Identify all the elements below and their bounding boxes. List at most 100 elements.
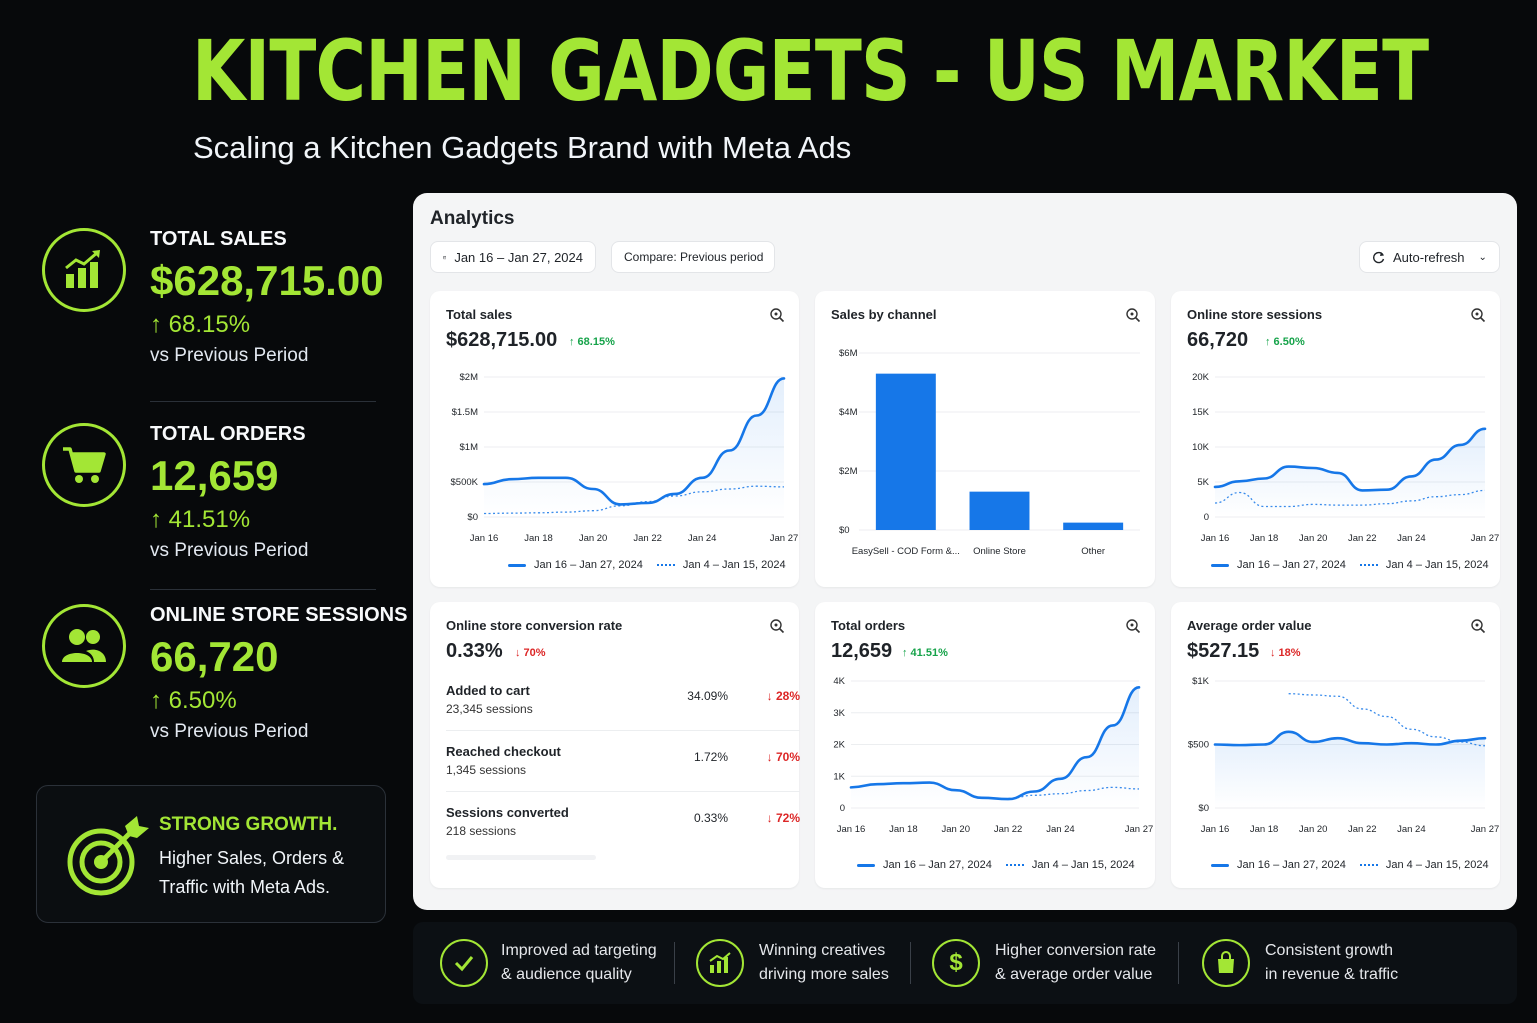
- benefit-text: Consistent growth in revenue & traffic: [1265, 939, 1398, 987]
- auto-refresh-dropdown[interactable]: Auto-refresh ⌄: [1359, 241, 1500, 273]
- zoom-icon[interactable]: [1470, 618, 1486, 634]
- x-tick-label: Jan 24: [1046, 824, 1075, 835]
- card-value: 12,659: [831, 640, 893, 662]
- benefit-creatives: Winning creatives driving more sales: [675, 922, 910, 1004]
- legend-current: Jan 16 – Jan 27, 2024: [1237, 859, 1346, 871]
- x-tick-label: Jan 18: [889, 824, 918, 835]
- benefit-line2: in revenue & traffic: [1265, 966, 1399, 983]
- y-tick-label: 4K: [833, 676, 845, 687]
- y-tick-label: $6M: [839, 348, 858, 359]
- series-area: [1215, 731, 1485, 808]
- y-tick-label: $1M: [460, 442, 479, 453]
- legend-previous: Jan 4 – Jan 15, 2024: [1385, 859, 1489, 871]
- kpi-change: ↑ 68.15%: [150, 311, 251, 338]
- funnel-label: Reached checkout: [446, 744, 561, 759]
- hero-title: KITCHEN GADGETS - US MARKET: [192, 22, 1429, 120]
- y-tick-label: 15K: [1192, 407, 1210, 418]
- compare-button[interactable]: Compare: Previous period: [611, 241, 775, 273]
- kpi-note: vs Previous Period: [150, 721, 309, 742]
- series-current-line: [849, 686, 1141, 801]
- funnel-rate: 0.33%: [693, 811, 728, 825]
- series-current-line: [1213, 730, 1487, 747]
- aov-line-chart: $0 $500 $1K Jan 16 Jan 18 Jan 20 Jan 22 Jan 24 J…: [1188, 676, 1500, 835]
- kpi-label: TOTAL SALES: [150, 228, 287, 250]
- chart-legend: Jan 16 – Jan 27, 2024 Jan 4 – Jan 15, 20…: [857, 859, 1135, 871]
- refresh-icon: [1373, 251, 1385, 263]
- card-change: ↑ 6.50%: [1265, 336, 1305, 348]
- x-tick-label: Jan 20: [579, 533, 608, 544]
- funnel-rate: 1.72%: [693, 750, 728, 764]
- x-tick-label: Jan 22: [633, 533, 662, 544]
- x-tick-label: Jan 18: [1250, 824, 1279, 835]
- x-tick-label: Online Store: [973, 546, 1026, 557]
- y-tick-label: $2M: [460, 372, 479, 383]
- chart-legend: Jan 16 – Jan 27, 2024 Jan 4 – Jan 15, 20…: [508, 559, 786, 571]
- y-tick-label: 5K: [1197, 477, 1209, 488]
- y-tick-label: $1.5M: [452, 407, 478, 418]
- bar: [969, 491, 1030, 530]
- card-online-store-sessions: Online store sessions 66,720 ↑ 6.50% 0 5K…: [1171, 291, 1500, 587]
- y-tick-label: $500: [1188, 740, 1209, 751]
- x-tick-label: Jan 27: [1471, 824, 1500, 835]
- funnel-label: Sessions converted: [446, 805, 569, 820]
- benefit-text: Higher conversion rate & average order va…: [995, 939, 1156, 987]
- funnel-change: ↓ 28%: [766, 689, 800, 703]
- x-tick-label: Jan 22: [994, 824, 1023, 835]
- date-range-picker[interactable]: Jan 16 – Jan 27, 2024: [430, 241, 596, 273]
- chevron-down-icon: ⌄: [1478, 251, 1487, 263]
- y-tick-label: 2K: [833, 740, 845, 751]
- card-title: Total orders: [831, 618, 906, 633]
- benefit-conversion: $ Higher conversion rate & average order …: [911, 922, 1178, 1004]
- y-tick-label: 0: [1204, 512, 1209, 523]
- card-average-order-value: Average order value $527.15 ↓ 18% $0 $500…: [1171, 602, 1500, 888]
- analytics-panel: Analytics Jan 16 – Jan 27, 2024 Compare:…: [413, 193, 1517, 910]
- zoom-icon[interactable]: [1470, 307, 1486, 323]
- zoom-icon[interactable]: [769, 618, 785, 634]
- series-current-line: [482, 377, 786, 506]
- date-range-label: Jan 16 – Jan 27, 2024: [454, 249, 583, 265]
- card-value: $527.15: [1187, 640, 1260, 662]
- benefit-line2: driving more sales: [759, 966, 889, 983]
- scrollbar[interactable]: [446, 855, 596, 860]
- kpi-change: ↑ 41.51%: [150, 506, 251, 533]
- x-tick-label: Jan 24: [688, 533, 717, 544]
- card-conversion-rate: Online store conversion rate 0.33% ↓ 70%…: [430, 602, 800, 888]
- zoom-icon[interactable]: [769, 307, 785, 323]
- kpi-divider: [150, 589, 376, 590]
- card-title: Total sales: [446, 307, 513, 322]
- funnel-change: ↓ 72%: [766, 811, 800, 825]
- y-tick-label: 10K: [1192, 442, 1210, 453]
- bar: [1063, 522, 1124, 530]
- kpi-total-orders: TOTAL ORDERS 12,659 ↑ 41.51% vs Previous…: [42, 423, 382, 583]
- x-tick-label: Jan 20: [941, 824, 970, 835]
- kpi-value: 12,659: [150, 452, 279, 499]
- funnel-change: ↓ 70%: [766, 750, 800, 764]
- legend-current: Jan 16 – Jan 27, 2024: [883, 859, 992, 871]
- y-tick-label: 3K: [833, 708, 845, 719]
- bar-chart-icon: [42, 228, 126, 312]
- card-change: ↓ 70%: [515, 647, 546, 659]
- card-change: ↓ 18%: [1270, 647, 1301, 659]
- funnel-label: Added to cart: [446, 683, 530, 698]
- x-tick-label: Jan 20: [1299, 824, 1328, 835]
- shopping-bag-icon: [1202, 939, 1250, 987]
- x-tick-label: Jan 22: [1348, 533, 1377, 544]
- zoom-icon[interactable]: [1125, 307, 1141, 323]
- card-value: 0.33%: [446, 640, 503, 662]
- benefit-consistent-growth: Consistent growth in revenue & traffic: [1179, 922, 1517, 1004]
- benefit-text: Improved ad targeting & audience quality: [501, 939, 657, 987]
- growth-chart-icon: [696, 939, 744, 987]
- x-tick-label: Jan 27: [770, 533, 799, 544]
- y-tick-label: 1K: [833, 771, 845, 782]
- series-area: [484, 378, 784, 517]
- benefit-text: Winning creatives driving more sales: [759, 939, 889, 987]
- x-tick-label: Jan 18: [524, 533, 553, 544]
- benefit-line1: Improved ad targeting: [501, 942, 657, 959]
- zoom-icon[interactable]: [1125, 618, 1141, 634]
- x-tick-label: EasySell - COD Form &...: [852, 546, 960, 557]
- shopping-cart-icon: [42, 423, 126, 507]
- funnel-row-sessions-converted: Sessions converted 218 sessions 0.33% ↓ …: [446, 805, 800, 865]
- x-tick-label: Jan 27: [1125, 824, 1154, 835]
- chart-legend: Jan 16 – Jan 27, 2024 Jan 4 – Jan 15, 20…: [1211, 559, 1489, 571]
- x-tick-label: Jan 16: [1201, 533, 1230, 544]
